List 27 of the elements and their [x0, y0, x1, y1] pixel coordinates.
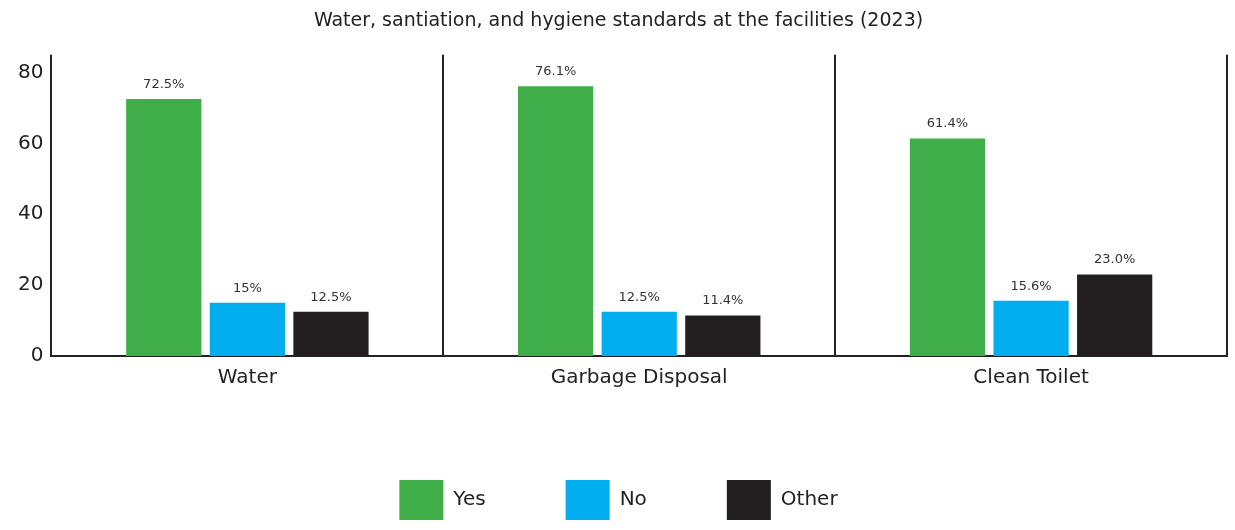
legend-label: No — [619, 486, 647, 511]
data-label: 23.0% — [1094, 251, 1136, 267]
legend-label: Yes — [452, 486, 486, 511]
data-label: 72.5% — [143, 75, 185, 91]
y-tick-label: 0 — [30, 342, 44, 367]
y-tick-label: 60 — [18, 129, 44, 154]
bar — [126, 99, 202, 356]
data-label: 76.1% — [534, 63, 577, 79]
bar — [993, 300, 1069, 356]
bar — [518, 86, 594, 356]
y-tick-label: 40 — [18, 200, 44, 225]
x-tick-label: Water — [217, 364, 278, 389]
y-tick-label: 80 — [18, 58, 44, 83]
y-tick-label: 20 — [18, 271, 44, 296]
legend-label: Other — [780, 486, 839, 511]
data-label: 15.6% — [1010, 277, 1052, 293]
chart-title: Water, santiation, and hygiene standards at the facilities (2023) — [313, 8, 924, 31]
data-label: 61.4% — [926, 115, 969, 131]
x-tick-label: Clean Toilet — [973, 364, 1089, 389]
data-label: 15% — [232, 279, 262, 295]
bar — [601, 311, 677, 356]
bar — [209, 302, 285, 356]
bar — [909, 138, 986, 356]
data-label: 12.5% — [310, 288, 352, 304]
data-label: 12.5% — [618, 288, 660, 304]
data-label: 11.4% — [702, 292, 744, 308]
x-tick-label: Garbage Disposal — [550, 364, 728, 389]
